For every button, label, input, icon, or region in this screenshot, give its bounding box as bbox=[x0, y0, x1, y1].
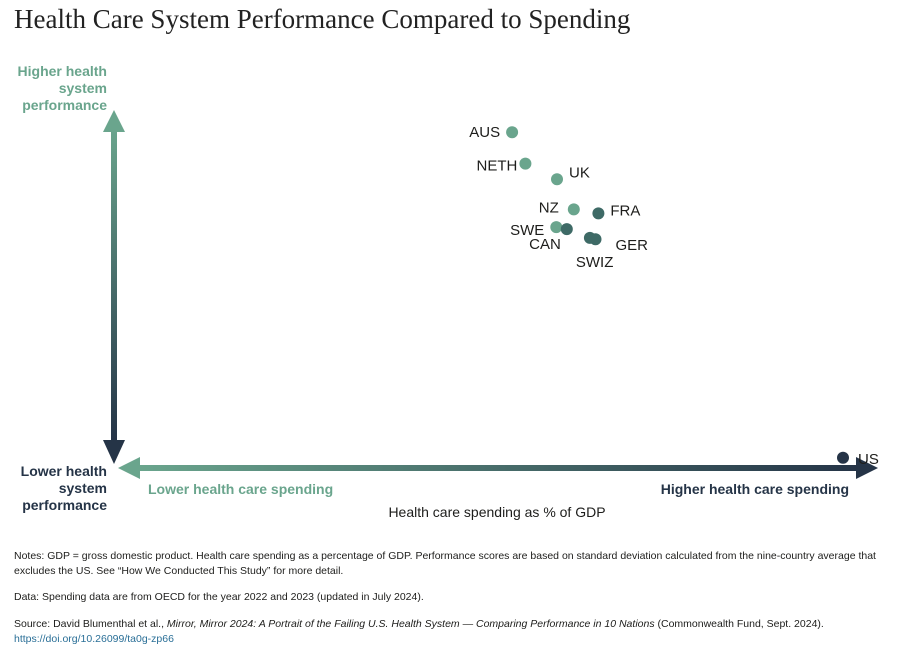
y-axis-arrow bbox=[103, 110, 125, 464]
point-nz bbox=[567, 203, 580, 216]
source-link[interactable]: https://doi.org/10.26099/ta0g-zp66 bbox=[14, 633, 174, 645]
data-line: Data: Spending data are from OECD for th… bbox=[14, 591, 424, 603]
point-uk bbox=[551, 173, 563, 186]
point-label-swiz: SWIZ bbox=[576, 254, 614, 271]
x-axis-title: Health care spending as % of GDP bbox=[388, 504, 605, 520]
source-text: Source: David Blumenthal et al., Mirror,… bbox=[14, 617, 889, 647]
y-high-label-1: Higher health bbox=[18, 63, 107, 79]
scatter-chart: Higher health system performance Lower h… bbox=[18, 63, 879, 520]
notes-line: Notes: GDP = gross domestic product. Hea… bbox=[14, 550, 876, 577]
x-high-label: Higher health care spending bbox=[661, 481, 849, 497]
y-low-label-1: Lower health bbox=[21, 463, 107, 479]
point-label-us: US bbox=[858, 451, 879, 468]
y-low-label-2: system bbox=[59, 480, 107, 496]
point-us bbox=[837, 451, 849, 464]
chart-title: Health Care System Performance Compared … bbox=[14, 4, 631, 34]
point-label-neth: NETH bbox=[477, 158, 518, 175]
point-label-nz: NZ bbox=[539, 199, 559, 216]
point-swe bbox=[550, 221, 563, 234]
point-fra bbox=[592, 207, 605, 220]
source-prefix: Source: David Blumenthal et al., bbox=[14, 618, 167, 630]
y-high-label-3: performance bbox=[22, 97, 107, 113]
point-aus bbox=[506, 126, 519, 139]
point-label-swe: SWE bbox=[510, 222, 544, 239]
point-swiz bbox=[583, 231, 596, 244]
x-low-label: Lower health care spending bbox=[148, 481, 333, 497]
point-label-uk: UK bbox=[569, 164, 590, 181]
point-label-ger: GER bbox=[616, 237, 649, 254]
x-axis-arrow bbox=[118, 457, 878, 479]
y-low-label-3: performance bbox=[22, 497, 107, 513]
source-suffix: (Commonwealth Fund, Sept. 2024). bbox=[654, 618, 824, 630]
point-can bbox=[560, 223, 573, 236]
source-title: Mirror, Mirror 2024: A Portrait of the F… bbox=[166, 618, 655, 630]
point-label-aus: AUS bbox=[469, 124, 500, 141]
y-high-label-2: system bbox=[59, 80, 107, 96]
point-label-fra: FRA bbox=[610, 202, 640, 219]
data-text: Data: Spending data are from OECD for th… bbox=[14, 590, 889, 605]
notes-text: Notes: GDP = gross domestic product. Hea… bbox=[14, 549, 889, 579]
point-label-can: CAN bbox=[529, 236, 561, 253]
point-neth bbox=[519, 157, 532, 170]
